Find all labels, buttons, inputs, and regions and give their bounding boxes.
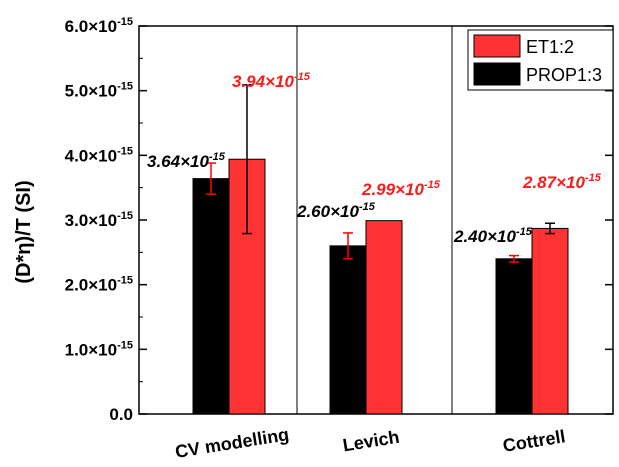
plot-area: 0.0 1.0×10-15 2.0×10-15 3.0×10-15 4.0×10-15 5… (65, 16, 614, 462)
bar-prop1-3 (329, 245, 367, 415)
data-label: 3.94×10-15 (232, 71, 311, 91)
bar-prop1-3 (192, 178, 230, 415)
y-tick-label: 5.0×10-15 (65, 81, 133, 101)
data-label: 2.40×10-15 (453, 226, 533, 246)
data-label: 2.60×10-15 (296, 201, 376, 221)
y-tick-label: 3.0×10-15 (65, 210, 133, 230)
y-tick-label: 1.0×10-15 (65, 339, 133, 359)
y-tick-label: 2.0×10-15 (65, 275, 133, 295)
legend-swatch (473, 34, 521, 58)
data-label: 2.87×10-15 (522, 172, 602, 192)
y-tick-label: 0.0 (109, 405, 133, 424)
legend-swatch (473, 62, 521, 86)
bar-prop1-3 (495, 258, 533, 415)
y-axis-label: (D*η)/T (SI) (13, 180, 35, 283)
legend-entry: PROP1:3 (526, 65, 602, 85)
bar-et1-2 (531, 227, 569, 415)
data-label: 2.99×10-15 (361, 179, 441, 199)
y-tick-label: 6.0×10-15 (65, 16, 133, 36)
y-tick-label: 4.0×10-15 (65, 145, 133, 165)
bar-et1-2 (365, 220, 403, 415)
data-label: 3.64×10-15 (147, 151, 226, 171)
legend-entry: ET1:2 (526, 37, 574, 57)
